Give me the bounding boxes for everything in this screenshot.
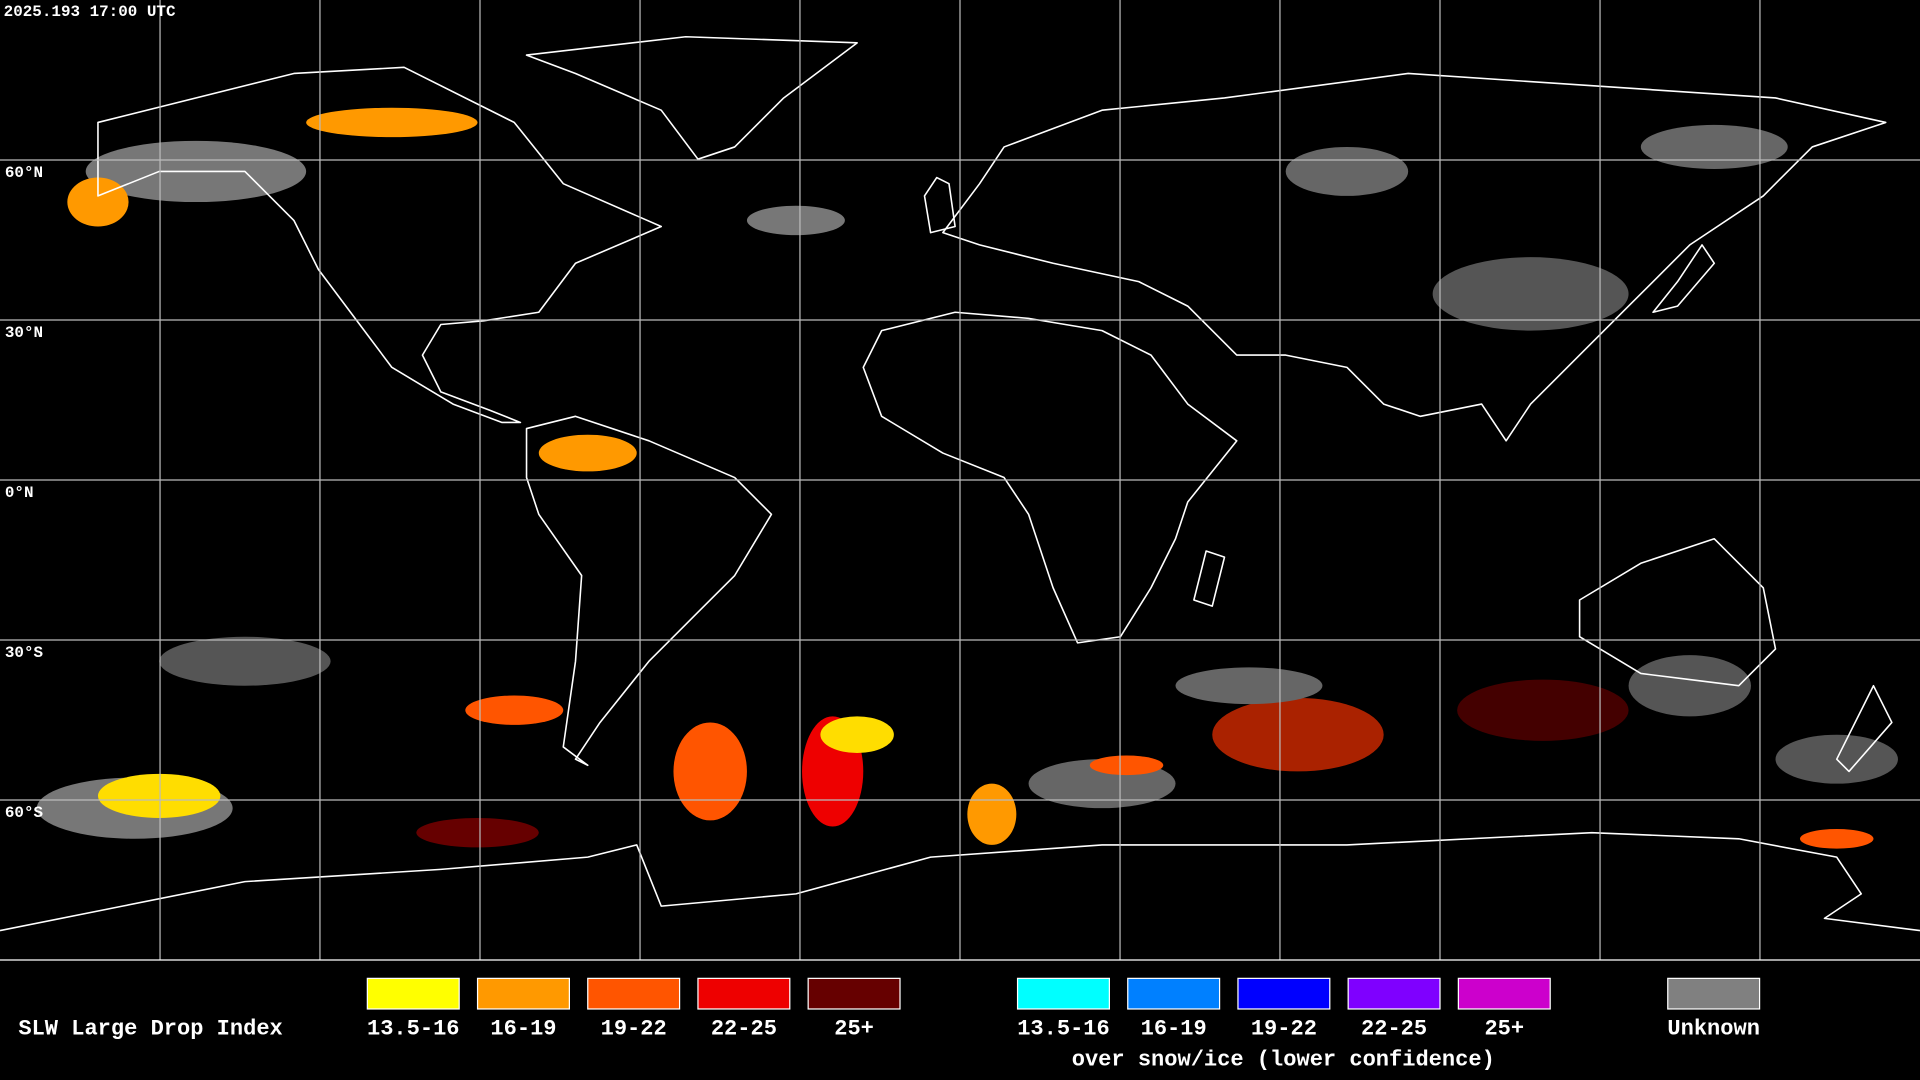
- latitude-label: 60°S: [5, 804, 44, 822]
- south-america: [525, 415, 773, 767]
- drop-patch: [673, 722, 747, 821]
- australia: [1578, 537, 1777, 687]
- legend-swatch: [1237, 977, 1331, 1010]
- latitude-label: 30°N: [5, 324, 43, 342]
- drop-patch: [538, 434, 637, 472]
- legend-swatch: [807, 977, 901, 1010]
- north-america: [97, 66, 663, 424]
- latitude-label: 30°S: [5, 644, 44, 662]
- drop-patch: [306, 107, 478, 138]
- unknown-patch: [159, 636, 331, 686]
- unknown-patch: [1640, 124, 1788, 169]
- legend-title: SLW Large Drop Index: [18, 1017, 282, 1042]
- japan: [1652, 244, 1716, 314]
- drop-patch: [1800, 828, 1874, 849]
- eurasia: [942, 72, 1887, 442]
- legend-label: 13.5-16: [367, 1017, 460, 1042]
- drop-patch: [1089, 755, 1164, 776]
- legend-swatch: [1347, 977, 1441, 1010]
- legend-swatch: [587, 977, 681, 1010]
- legend-swatch: [1457, 977, 1551, 1010]
- unknown-patch: [1432, 257, 1629, 331]
- britain: [923, 176, 956, 234]
- legend-swatch: [697, 977, 791, 1010]
- legend-label: 13.5-16: [1017, 1017, 1110, 1042]
- drop-patch: [820, 716, 894, 754]
- legend-label: Unknown: [1667, 1017, 1760, 1042]
- unknown-patch: [1628, 655, 1752, 717]
- graticule: [0, 0, 1920, 960]
- drop-patch: [416, 817, 539, 848]
- drop-patch: [1457, 679, 1629, 741]
- legend-label: 16-19: [1141, 1017, 1207, 1042]
- unknown-patch: [1175, 667, 1323, 705]
- legend-swatch: [476, 977, 570, 1010]
- legend-label: 25+: [1484, 1017, 1524, 1042]
- legend: 60°N 30°N 0°N 30°S 60°S 13.5-16 16-19 19-22 22-2…: [5, 164, 1761, 1042]
- unknown-patch: [746, 205, 845, 236]
- legend-label: 22-25: [1361, 1017, 1427, 1042]
- legend-label: 16-19: [490, 1017, 556, 1042]
- legend-swatch: [1016, 977, 1111, 1010]
- legend-swatch: [1127, 977, 1221, 1010]
- greenland: [525, 35, 858, 160]
- coastlines: [0, 35, 1920, 932]
- timestamp: 2025.193 17:00 UTC: [4, 3, 176, 21]
- legend-swatch: [366, 977, 460, 1010]
- drop-patch: [1212, 697, 1384, 772]
- madagascar: [1193, 550, 1226, 607]
- antarctica: [0, 831, 1920, 932]
- legend-label: 22-25: [711, 1017, 777, 1042]
- drop-patch: [97, 773, 221, 818]
- drop-patch: [465, 695, 564, 725]
- legend-swatch: [1667, 977, 1761, 1010]
- legend-label: 19-22: [601, 1017, 667, 1042]
- latitude-label: 0°N: [5, 484, 34, 502]
- cloud-patches: [36, 107, 1898, 849]
- snow-ice-note: over snow/ice (lower confidence): [1072, 1047, 1495, 1072]
- legend-label: 25+: [834, 1017, 874, 1042]
- unknown-patch: [1285, 146, 1409, 196]
- africa: [862, 311, 1238, 644]
- new-zealand: [1835, 684, 1893, 773]
- legend-label: 19-22: [1251, 1017, 1317, 1042]
- latitude-label: 60°N: [5, 164, 43, 182]
- drop-patch: [967, 783, 1017, 845]
